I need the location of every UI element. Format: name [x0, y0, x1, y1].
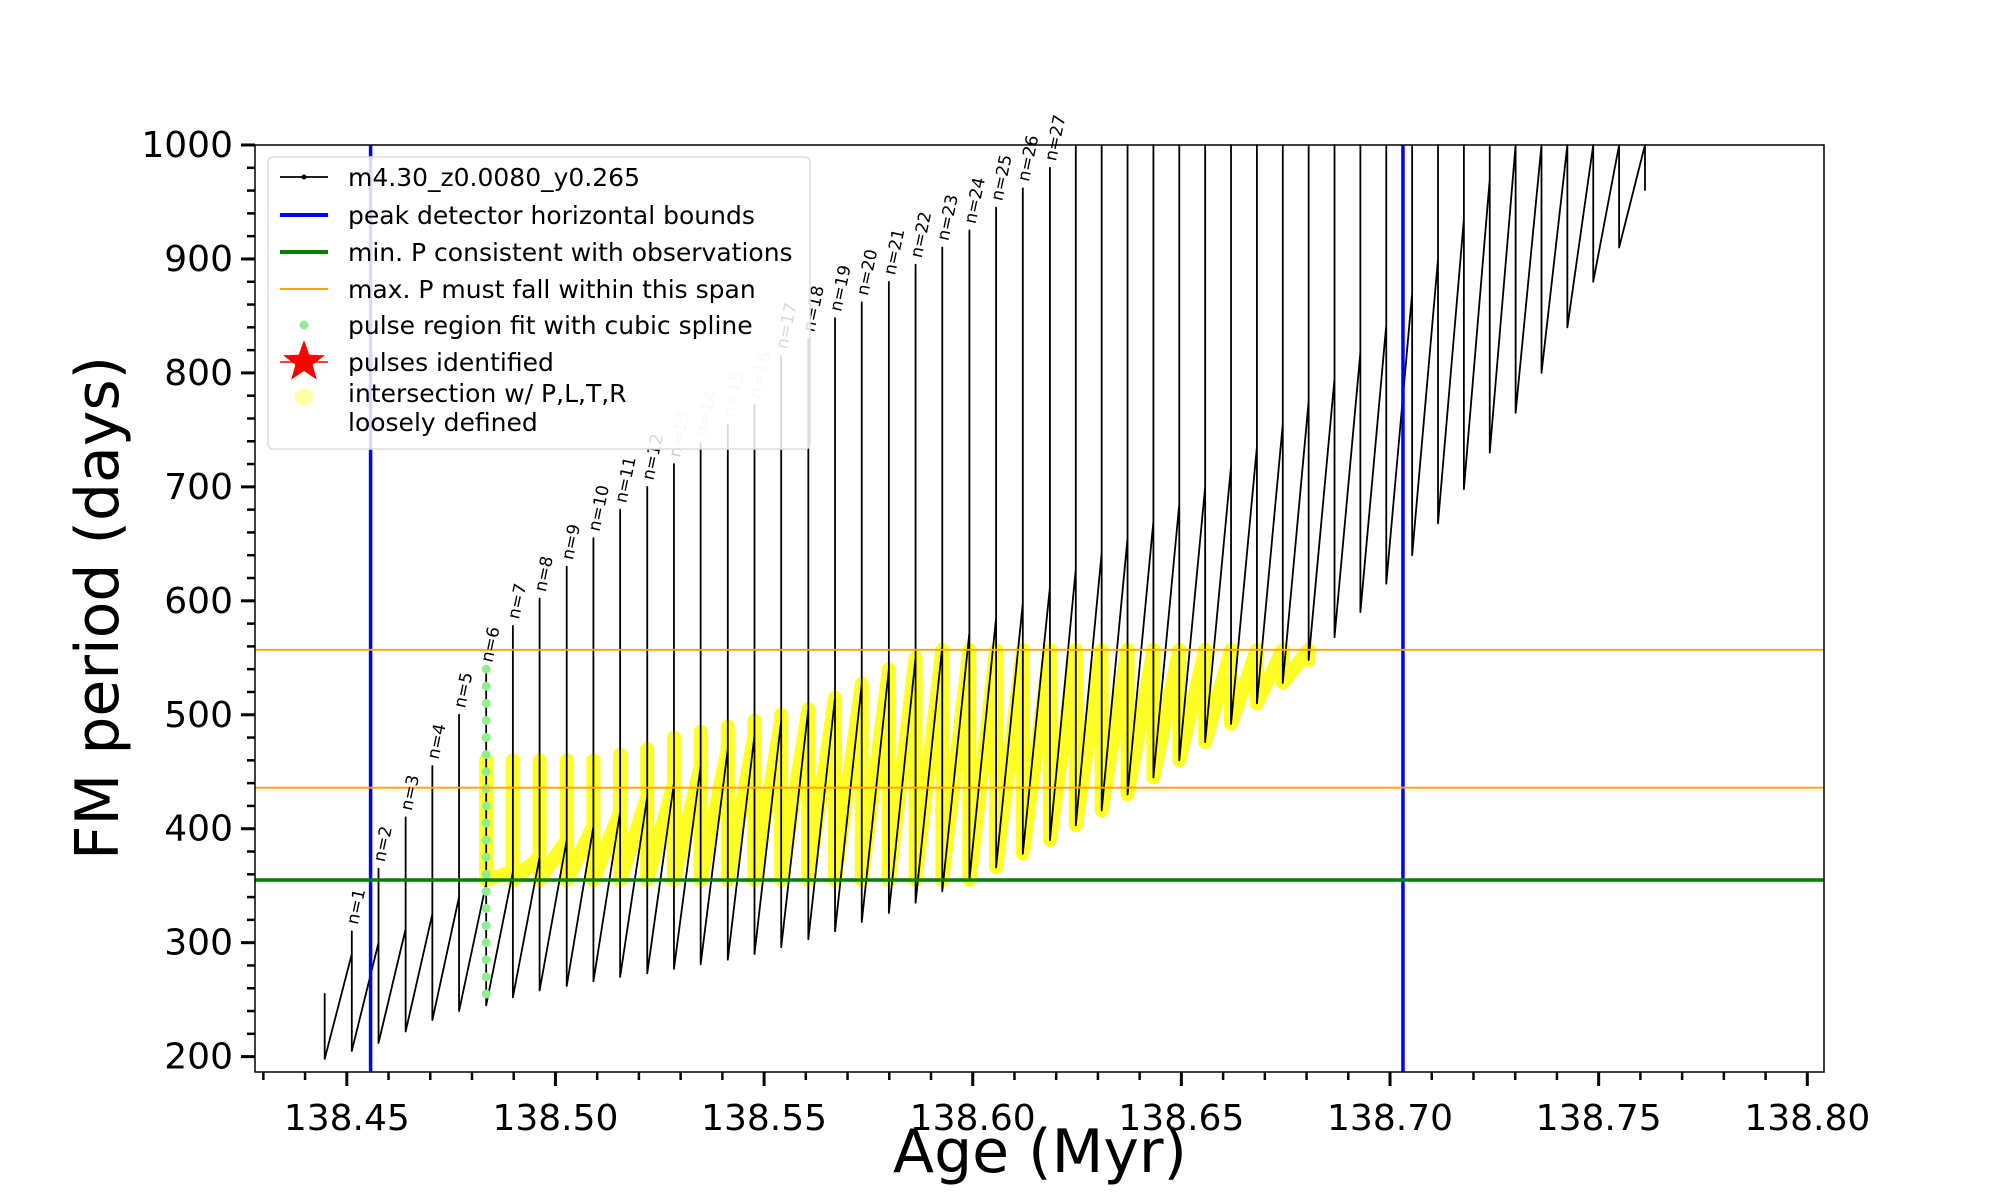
x-axis-label: Age (Myr) [893, 1117, 1187, 1187]
y-tick-label: 900 [164, 239, 233, 280]
x-tick-label: 138.70 [1327, 1098, 1453, 1139]
legend-label: max. P must fall within this span [348, 275, 756, 304]
y-tick-label: 500 [164, 695, 233, 736]
plot-layer [323, 144, 1646, 1060]
spline-point [481, 698, 491, 708]
x-tick-label: 138.65 [1118, 1098, 1244, 1139]
legend-label: pulses identified [348, 348, 554, 377]
y-tick-label: 600 [164, 581, 233, 622]
y-tick-label: 200 [164, 1037, 233, 1078]
legend-swatch-dot [301, 174, 307, 180]
spline-point [481, 886, 491, 896]
plot-frame [254, 144, 1825, 1073]
spline-point [481, 869, 491, 879]
spline-point [481, 903, 491, 913]
spline-point [481, 784, 491, 794]
legend-label-line: loosely defined [348, 408, 538, 437]
legend-label: intersection w/ P,L,T,R loosely defined [348, 379, 627, 437]
spline-point [481, 681, 491, 691]
spline-point [481, 818, 491, 828]
legend-label: pulse region fit with cubic spline [348, 311, 753, 340]
spline-point [481, 852, 491, 862]
spline-point [481, 767, 491, 777]
x-tick-label: 138.75 [1536, 1098, 1662, 1139]
legend-swatch-star [283, 340, 325, 380]
y-tick-label: 400 [164, 809, 233, 850]
legend-label: peak detector horizontal bounds [348, 201, 755, 230]
spline-point [481, 801, 491, 811]
spline-point [481, 835, 491, 845]
model-line [323, 144, 1646, 1060]
legend-label: min. P consistent with observations [348, 238, 793, 267]
y-tick-label: 800 [164, 353, 233, 394]
legend-box [267, 156, 811, 450]
legend-swatch [295, 388, 313, 406]
legend-label-line: intersection w/ P,L,T,R [348, 379, 627, 408]
spline-point [481, 715, 491, 725]
legend-label: m4.30_z0.0080_y0.265 [348, 163, 640, 192]
spline-point [481, 955, 491, 965]
spline-point [481, 750, 491, 760]
x-tick-label: 138.80 [1744, 1098, 1870, 1139]
y-tick-label: 700 [164, 467, 233, 508]
x-tick-label: 138.55 [701, 1098, 827, 1139]
spline-point [481, 733, 491, 743]
y-axis-label: FM period (days) [63, 356, 133, 860]
spline-point [481, 972, 491, 982]
legend-swatch [299, 320, 309, 330]
spline-point [481, 938, 491, 948]
spline-point [481, 989, 491, 999]
y-tick-label: 300 [164, 923, 233, 964]
spline-point [481, 664, 491, 674]
x-tick-label: 138.60 [910, 1098, 1036, 1139]
x-tick-label: 138.50 [492, 1098, 618, 1139]
y-tick-label: 1000 [141, 125, 233, 166]
x-tick-label: 138.45 [284, 1098, 410, 1139]
spline-point [481, 921, 491, 931]
